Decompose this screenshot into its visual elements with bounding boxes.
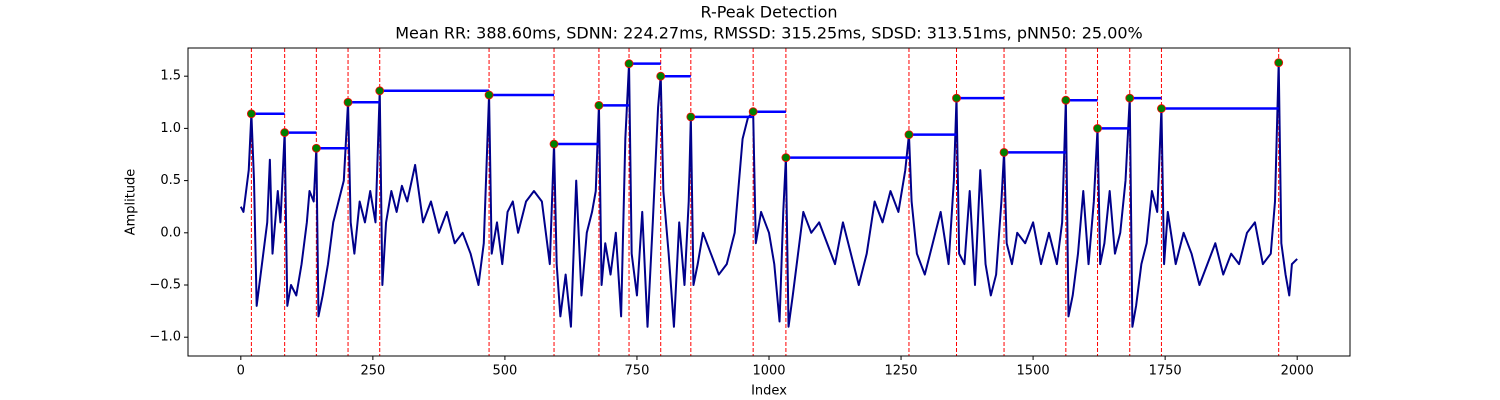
peak-point xyxy=(781,153,791,163)
y-tick-label: 1.0 xyxy=(160,121,181,136)
peak-point xyxy=(748,107,758,117)
peak-point xyxy=(1093,123,1102,133)
peak-point xyxy=(952,93,961,103)
y-tick-label: −0.5 xyxy=(149,278,181,293)
signal-line xyxy=(239,61,1298,328)
peak-point xyxy=(1061,95,1071,105)
x-tick-label: 500 xyxy=(492,364,517,379)
peak-point xyxy=(280,128,290,137)
peak-point xyxy=(686,112,696,122)
peak-point xyxy=(311,143,321,153)
peak-point xyxy=(246,109,256,119)
peak-point xyxy=(1274,58,1284,68)
y-tick-label: 1.5 xyxy=(160,69,181,84)
peak-point xyxy=(624,59,634,69)
peak-point xyxy=(484,90,494,100)
chart-title: R-Peak Detection xyxy=(700,3,837,22)
y-tick-label: 0.5 xyxy=(160,173,181,188)
peak-point xyxy=(904,130,914,140)
chart-subtitle: Mean RR: 388.60ms, SDNN: 224.27ms, RMSSD… xyxy=(395,24,1143,43)
peak-point xyxy=(1125,93,1135,103)
y-tick-label: 0.0 xyxy=(160,225,181,240)
x-tick-label: 250 xyxy=(360,364,385,379)
y-tick-label: −1.0 xyxy=(149,330,181,345)
peak-point xyxy=(343,97,353,107)
peak-point xyxy=(594,101,604,110)
x-tick-label: 1250 xyxy=(884,364,917,379)
peak-point xyxy=(1157,104,1166,113)
plot-frame xyxy=(187,47,1351,357)
x-tick-label: 750 xyxy=(625,364,650,379)
peak-point xyxy=(656,71,666,81)
x-tick-label: 2000 xyxy=(1281,364,1314,379)
x-tick-label: 1750 xyxy=(1149,364,1182,379)
peak-point xyxy=(549,139,559,149)
x-tick-label: 0 xyxy=(237,364,245,379)
x-tick-label: 1000 xyxy=(752,364,785,379)
y-axis-label: Amplitude xyxy=(124,169,139,236)
peak-point xyxy=(375,86,385,96)
peak-point xyxy=(999,148,1009,157)
x-tick-label: 1500 xyxy=(1017,364,1050,379)
x-axis-label: Index xyxy=(751,384,787,399)
